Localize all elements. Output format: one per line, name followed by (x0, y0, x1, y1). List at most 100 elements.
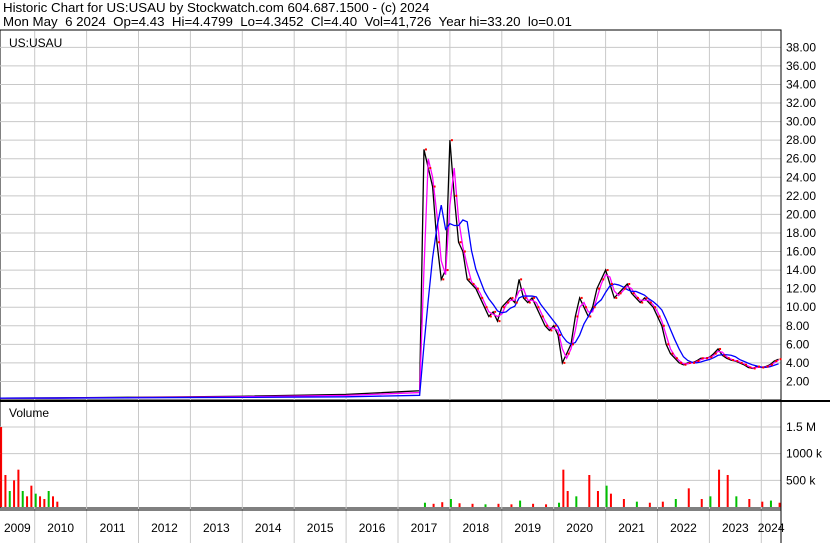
close-marker (675, 357, 678, 360)
y-tick-label: 2.00 (786, 374, 810, 388)
y-tick-label: 4.00 (786, 356, 810, 370)
close-marker (498, 320, 501, 323)
volume-panel (0, 400, 782, 509)
close-marker (489, 315, 492, 318)
volume-bar (52, 496, 54, 507)
close-marker (541, 315, 544, 318)
volume-bar (596, 491, 599, 507)
year-label: 2013 (203, 521, 230, 535)
year-label: 2021 (618, 521, 645, 535)
volume-bar (769, 500, 772, 507)
close-marker (736, 360, 739, 363)
y-tick-label: 24.00 (786, 170, 816, 184)
close-marker (455, 194, 458, 197)
year-label: 2016 (359, 521, 386, 535)
chart-title: Historic Chart for US:USAU by Stockwatch… (3, 0, 430, 15)
close-marker (757, 365, 760, 368)
close-marker (654, 306, 657, 309)
volume-bar (21, 491, 24, 507)
y-tick-label: 38.00 (786, 40, 816, 54)
close-marker (719, 347, 722, 350)
close-marker (450, 139, 453, 142)
close-marker (424, 148, 427, 151)
close-marker (641, 301, 644, 304)
close-marker (446, 269, 449, 272)
close-marker (766, 365, 769, 368)
close-marker (463, 250, 466, 253)
volume-bar (532, 503, 535, 507)
close-marker (697, 360, 700, 363)
close-marker (524, 296, 527, 299)
close-marker (636, 296, 639, 299)
y-tick-label: 26.00 (786, 152, 816, 166)
y-tick-label: 36.00 (786, 59, 816, 73)
volume-bar (605, 485, 608, 507)
close-marker (658, 315, 661, 318)
volume-bar (30, 485, 33, 507)
volume-bar (558, 502, 561, 507)
volume-bar (39, 496, 42, 507)
close-marker (615, 296, 618, 299)
close-marker (710, 356, 713, 359)
volume-bar (687, 488, 690, 507)
close-marker (727, 357, 730, 360)
volume-bar (622, 499, 625, 507)
volume-bar (700, 499, 703, 507)
close-marker (649, 301, 652, 304)
vol-tick-label: 1.5 M (786, 420, 816, 434)
year-label: 2020 (566, 521, 593, 535)
close-marker (597, 287, 600, 290)
close-marker (740, 361, 743, 364)
y-tick-label: 34.00 (786, 77, 816, 91)
year-label: 2022 (670, 521, 697, 535)
year-label: 2014 (255, 521, 282, 535)
close-marker (693, 361, 696, 364)
close-marker (511, 296, 514, 299)
year-label: 2019 (514, 521, 541, 535)
close-marker (472, 283, 475, 285)
y-tick-label: 12.00 (786, 282, 816, 296)
close-marker (494, 310, 497, 313)
close-marker (429, 167, 432, 169)
y-tick-label: 10.00 (786, 300, 816, 314)
close-marker (606, 269, 609, 272)
close-marker (684, 363, 687, 366)
close-marker (481, 296, 484, 299)
y-tick-label: 8.00 (786, 319, 810, 333)
volume-bar (718, 469, 721, 507)
close-marker (528, 301, 531, 304)
volume-bar (588, 475, 591, 507)
volume-bar (519, 500, 522, 507)
volume-bar (709, 496, 712, 507)
close-marker (680, 361, 683, 364)
volume-bar (17, 469, 20, 507)
close-marker (632, 292, 635, 295)
close-marker (533, 296, 536, 299)
y-tick-label: 32.00 (786, 96, 816, 110)
close-marker (779, 358, 782, 361)
volume-bar (56, 501, 59, 507)
y-tick-label: 18.00 (786, 226, 816, 240)
close-marker (537, 306, 540, 309)
close-marker (442, 278, 445, 281)
close-marker (671, 352, 674, 355)
close-marker (563, 361, 566, 364)
volume-bar (510, 504, 513, 507)
volume-bar (34, 493, 37, 507)
volume-bar (449, 499, 452, 507)
year-label: 2017 (411, 521, 438, 535)
y-tick-label: 20.00 (786, 207, 816, 221)
volume-bar (0, 427, 3, 507)
close-marker (580, 296, 583, 299)
close-marker (749, 366, 752, 369)
volume-bar (441, 502, 444, 507)
volume-bar (47, 491, 50, 507)
close-marker (623, 287, 626, 290)
close-marker (502, 306, 505, 309)
year-label: 2009 (4, 521, 31, 535)
close-marker (706, 357, 709, 360)
volume-bar (8, 491, 11, 507)
volume-bar (43, 499, 46, 507)
close-marker (584, 306, 587, 309)
volume-bar (575, 496, 578, 507)
